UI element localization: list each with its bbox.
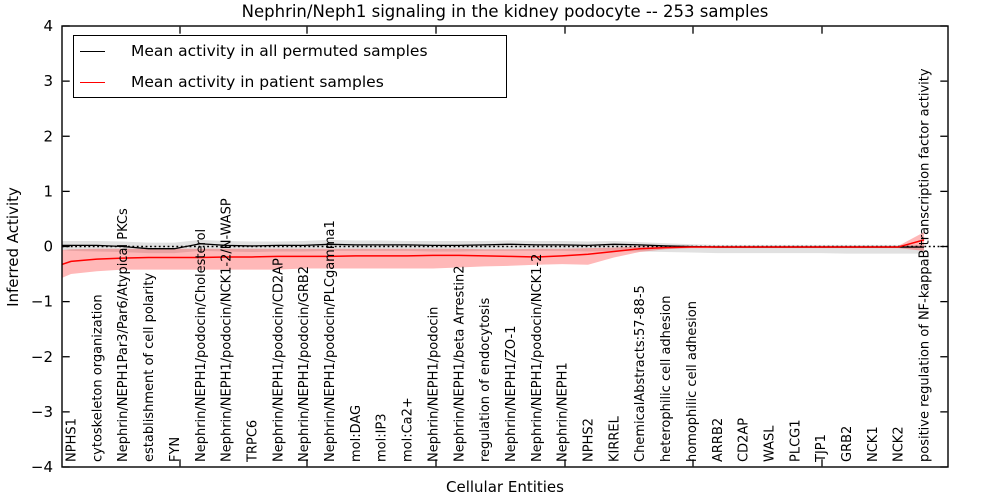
- permuted-band: [62, 239, 925, 254]
- x-category-label: TRPC6: [245, 420, 260, 463]
- y-tick-label: −1: [31, 293, 53, 311]
- x-category-label: establishment of cell polarity: [142, 273, 157, 462]
- x-category-label: WASL: [762, 425, 777, 462]
- x-category-label: ARRB2: [711, 418, 726, 462]
- x-category-label: mol:DAG: [349, 405, 364, 462]
- legend-label-permuted: Mean activity in all permuted samples: [131, 42, 428, 60]
- x-category-label: Nephrin/NEPH1/podocin/CD2AP: [271, 258, 286, 462]
- x-category-label: KIRREL: [607, 415, 622, 462]
- x-category-label: PLCG1: [788, 419, 803, 462]
- y-tick-label: 0: [43, 238, 53, 256]
- x-category-label: Nephrin/NEPH1/podocin/GRB2: [297, 266, 312, 462]
- legend: Mean activity in all permuted samples Me…: [73, 35, 507, 98]
- y-axis-label: Inferred Activity: [4, 187, 22, 307]
- legend-label-patient: Mean activity in patient samples: [131, 73, 384, 91]
- patient-line: [62, 239, 925, 266]
- plot-border: [61, 25, 949, 468]
- y-tick-label: −4: [31, 458, 53, 476]
- chart-title: Nephrin/Neph1 signaling in the kidney po…: [241, 2, 769, 21]
- y-tick-label: 3: [43, 72, 53, 90]
- x-category-label: Nephrin/NEPH1/podocin/Cholesterol: [194, 229, 209, 462]
- x-category-labels: NPHS1 cytoskeleton organization Nephrin/NE…: [65, 68, 933, 463]
- y-tick-label: −3: [31, 403, 53, 421]
- x-category-label: Nephrin/NEPH1/podocin/NCK1-2/N-WASP: [220, 198, 235, 462]
- x-category-label: Nephrin/NEPH1/podocin/NCK1-2: [530, 254, 545, 462]
- x-category-label: NPHS2: [582, 418, 597, 462]
- y-tick-label: 4: [43, 17, 53, 35]
- x-category-label: NCK2: [892, 426, 907, 462]
- x-category-label: homophilic cell adhesion: [685, 301, 700, 462]
- permuted-line-swatch: [80, 50, 105, 52]
- data-layer: [62, 232, 948, 278]
- x-category-label: ChemicalAbstracts:57-88-5: [633, 285, 648, 462]
- x-category-label: FYN: [168, 437, 183, 462]
- x-category-label: NCK1: [866, 426, 881, 462]
- x-category-label: Nephrin/NEPH1/beta Arrestin2: [452, 266, 467, 463]
- x-category-label: cytoskeleton organization: [90, 294, 105, 462]
- x-category-label: GRB2: [840, 426, 855, 462]
- x-category-label: Nephrin/NEPH1: [556, 362, 571, 462]
- x-ticks: [179, 26, 823, 467]
- patient-line-swatch: [80, 81, 105, 83]
- x-category-label: heterophilic cell adhesion: [659, 296, 674, 463]
- y-ticks: 4 3 2 1 0 −1 −2 −3 −4: [31, 17, 948, 476]
- y-tick-label: −2: [31, 348, 53, 366]
- x-category-label: regulation of endocytosis: [478, 297, 493, 462]
- x-category-label: NPHS1: [65, 418, 80, 462]
- x-category-label: mol:IP3: [375, 413, 390, 462]
- x-category-label: Nephrin/NEPH1Par3/Par6/Atypical PKCs: [116, 208, 131, 462]
- x-category-label: positive regulation of NF-kappaB transcr…: [918, 68, 933, 462]
- x-axis-label: Cellular Entities: [446, 478, 564, 496]
- x-category-label: mol:Ca2+: [401, 397, 416, 462]
- legend-entry-permuted: Mean activity in all permuted samples: [80, 37, 506, 65]
- x-category-label: Nephrin/NEPH1/podocin: [426, 307, 441, 462]
- x-category-label: TJP1: [814, 434, 829, 463]
- axes: 4 3 2 1 0 −1 −2 −3 −4 NPHS1 cytoskeleton organizat…: [31, 17, 949, 476]
- patient-band: [62, 232, 925, 278]
- x-category-label: Nephrin/NEPH1/ZO-1: [504, 326, 519, 462]
- legend-entry-patient: Mean activity in patient samples: [80, 68, 506, 96]
- x-category-label: Nephrin/NEPH1/podocin/PLCgamma1: [323, 220, 338, 462]
- y-tick-label: 1: [43, 182, 53, 200]
- y-tick-label: 2: [43, 127, 53, 145]
- x-category-label: CD2AP: [737, 418, 752, 462]
